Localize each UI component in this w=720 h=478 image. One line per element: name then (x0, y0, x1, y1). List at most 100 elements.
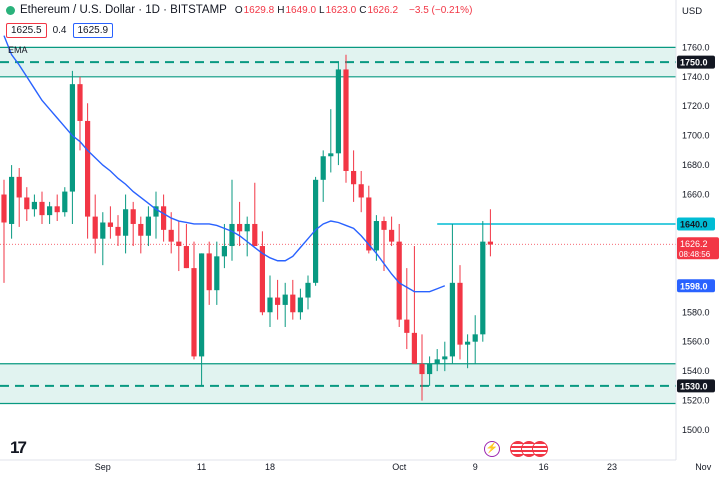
candle-body[interactable] (487, 241, 493, 245)
ema-value-label-bg (677, 279, 715, 293)
candle-body[interactable] (427, 363, 433, 375)
candle-body[interactable] (389, 229, 395, 242)
candle-body[interactable] (411, 332, 417, 364)
candle-body[interactable] (290, 294, 296, 313)
y-tick-label: 1560.0 (682, 337, 710, 347)
candle-body[interactable] (472, 334, 478, 342)
x-tick-label: 23 (607, 462, 617, 472)
candle-body[interactable] (343, 69, 349, 171)
candle-body[interactable] (434, 359, 440, 364)
ohlc-key: C (359, 4, 367, 16)
candle-body[interactable] (335, 69, 341, 154)
candle-body[interactable] (275, 297, 281, 305)
candle-body[interactable] (480, 241, 486, 335)
candle-body[interactable] (351, 170, 357, 185)
y-tick-label: 1760.0 (682, 42, 710, 52)
x-tick-label: 9 (473, 462, 478, 472)
currency-button[interactable]: USD (682, 6, 703, 17)
candle-body[interactable] (199, 253, 205, 357)
candle-body[interactable] (206, 253, 212, 291)
candle-body[interactable] (24, 197, 30, 210)
candle-body[interactable] (449, 282, 455, 357)
resistance-label-bg (677, 217, 715, 231)
candle-body[interactable] (77, 84, 83, 121)
support-zone (0, 363, 676, 404)
ema-value-label: 1598.0 (680, 281, 708, 291)
candle-body[interactable] (161, 206, 167, 230)
candle-body[interactable] (31, 201, 37, 210)
candle-body[interactable] (320, 156, 326, 180)
candle-body[interactable] (373, 221, 379, 251)
lightning-icon[interactable]: ⚡ (484, 441, 500, 457)
candle-body[interactable] (168, 229, 174, 242)
candle-body[interactable] (305, 282, 311, 298)
candle-body[interactable] (115, 226, 121, 236)
candle-body[interactable] (183, 246, 189, 269)
sell-price-button[interactable]: 1625.5 (6, 23, 47, 38)
candle-body[interactable] (358, 184, 364, 198)
candle-body[interactable] (221, 246, 227, 257)
candle-body[interactable] (237, 223, 243, 232)
candle-body[interactable] (153, 206, 159, 217)
candle-body[interactable] (328, 153, 334, 157)
ohlc-value: 1649.0 (285, 4, 317, 16)
candle-body[interactable] (252, 223, 258, 247)
y-tick-label: 1500.0 (682, 425, 710, 435)
current-price-label: 1626.2 (680, 239, 708, 249)
candle-body[interactable] (259, 246, 265, 313)
candle-body[interactable] (1, 194, 7, 223)
y-tick-label: 1740.0 (682, 72, 710, 82)
candle-body[interactable] (92, 216, 98, 239)
symbol-title[interactable]: Ethereum / U.S. Dollar · 1D · BITSTAMP (20, 4, 227, 16)
candle-body[interactable] (123, 209, 129, 236)
y-tick-label: 1540.0 (682, 366, 710, 376)
candle-body[interactable] (69, 84, 75, 192)
candle-body[interactable] (313, 179, 319, 283)
candle-body[interactable] (9, 176, 15, 224)
y-tick-label: 1520.0 (682, 396, 710, 406)
current-price-badge (677, 237, 719, 260)
candle-body[interactable] (145, 216, 151, 236)
candle-body[interactable] (366, 197, 372, 251)
candle-body[interactable] (442, 356, 448, 360)
candle-body[interactable] (244, 223, 250, 232)
buy-price-button[interactable]: 1625.9 (72, 23, 114, 38)
candle-body[interactable] (47, 206, 53, 216)
candle-body[interactable] (214, 256, 220, 291)
candle-body[interactable] (107, 222, 113, 227)
tradingview-logo: 17 (10, 438, 27, 457)
y-tick-label: 1660.0 (682, 190, 710, 200)
ema-line[interactable] (3, 35, 446, 293)
candle-body[interactable] (282, 294, 288, 305)
candle-body[interactable] (404, 319, 410, 333)
candle-body[interactable] (267, 297, 273, 313)
candle-body[interactable] (381, 221, 387, 230)
candle-body[interactable] (16, 176, 22, 198)
candle-body[interactable] (465, 341, 471, 345)
x-tick-label: Oct (392, 462, 407, 472)
candle-body[interactable] (396, 241, 402, 320)
candle-body[interactable] (191, 268, 197, 357)
candle-body[interactable] (138, 223, 144, 236)
y-tick-label: 1720.0 (682, 101, 710, 111)
candle-body[interactable] (130, 209, 136, 224)
chart-header: Ethereum / U.S. Dollar · 1D · BITSTAMP O… (0, 0, 676, 40)
candle-body[interactable] (419, 363, 425, 375)
candle-body[interactable] (39, 201, 45, 216)
candle-body[interactable] (62, 191, 68, 213)
us-flag-icons[interactable] (510, 441, 548, 457)
candle-body[interactable] (457, 282, 463, 345)
indicator-label-ema[interactable]: EMA (8, 45, 28, 55)
x-tick-label: 11 (197, 462, 206, 472)
x-tick-label: 16 (539, 462, 549, 472)
candle-body[interactable] (229, 223, 235, 247)
level-label-1750: 1750.0 (680, 58, 708, 68)
candle-body[interactable] (297, 297, 303, 313)
level-label-1750-bg (677, 55, 715, 69)
candle-body[interactable] (176, 241, 182, 247)
x-tick-label: 18 (265, 462, 275, 472)
candle-body[interactable] (54, 206, 60, 213)
candle-body[interactable] (100, 222, 106, 239)
candle-body[interactable] (85, 120, 91, 217)
